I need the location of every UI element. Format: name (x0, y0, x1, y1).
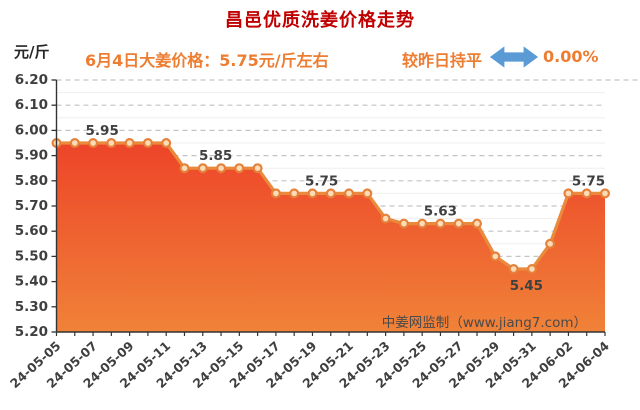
y-tick-label: 5.20 (15, 324, 48, 340)
y-tick-label: 5.50 (15, 248, 48, 264)
data-point-marker (270, 188, 281, 199)
y-tick-label: 5.30 (15, 299, 48, 315)
data-point-marker (197, 163, 208, 174)
data-point-marker (526, 264, 537, 275)
data-point-marker (179, 163, 190, 174)
y-tick-label: 5.70 (15, 198, 48, 214)
data-point-marker (124, 138, 135, 149)
data-point-marker (106, 138, 117, 149)
y-tick-label: 5.40 (15, 274, 48, 290)
data-point-marker (545, 238, 556, 249)
data-point-marker (563, 188, 574, 199)
data-point-marker (599, 188, 610, 199)
price-area-fill (56, 143, 605, 332)
data-point-marker (362, 188, 373, 199)
data-point-marker (307, 188, 318, 199)
y-axis-tick-labels: 6.20 6.10 6.00 5.90 5.80 5.70 5.60 5.50 5.40 5.30… (15, 72, 48, 340)
data-point-marker (88, 138, 99, 149)
flat-change-arrow-icon (489, 44, 539, 70)
data-point-marker (69, 138, 80, 149)
page-title: 昌邑优质洗姜价格走势 (225, 10, 415, 31)
data-point-marker (380, 213, 391, 224)
data-point-marker (142, 138, 153, 149)
data-point-marker (472, 218, 483, 229)
watermark: 中姜网监制（www.jiang7.com） (382, 315, 587, 331)
double-arrow-icon (489, 46, 539, 68)
data-point-marker (508, 264, 519, 275)
data-point-marker (289, 188, 300, 199)
data-point-marker (252, 163, 263, 174)
data-point-marker (325, 188, 336, 199)
data-label: 5.75 (305, 173, 338, 189)
data-point-marker (216, 163, 227, 174)
x-axis-tick-labels: 24-05-0524-05-0724-05-0924-05-1124-05-13… (7, 338, 612, 391)
data-label: 5.95 (86, 123, 119, 139)
change-percent-value: 0.00% (543, 47, 599, 66)
data-label: 5.45 (510, 278, 543, 294)
data-point-marker (398, 218, 409, 229)
data-label: 5.63 (424, 204, 457, 220)
y-tick-label: 6.10 (15, 97, 48, 113)
y-tick-label: 5.80 (15, 173, 48, 189)
change-status-label: 较昨日持平 (402, 51, 483, 70)
data-point-marker (581, 188, 592, 199)
data-point-markers (51, 138, 610, 275)
data-label: 5.85 (199, 148, 232, 164)
y-tick-label: 6.20 (15, 72, 48, 88)
current-price-subtitle: 6月4日大姜价格：5.75元/斤左右 (85, 51, 329, 70)
axes (51, 79, 606, 336)
y-tick-label: 5.90 (15, 148, 48, 164)
data-point-marker (453, 218, 464, 229)
data-labels: 5.95 5.85 5.75 5.63 5.45 5.75 (86, 123, 606, 294)
y-tick-label: 6.00 (15, 122, 48, 138)
data-point-marker (234, 163, 245, 174)
data-point-marker (161, 138, 172, 149)
y-tick-label: 5.60 (15, 223, 48, 239)
y-axis-unit-label: 元/斤 (14, 43, 50, 61)
data-point-marker (490, 251, 501, 262)
data-label: 5.75 (572, 173, 605, 189)
data-point-marker (417, 218, 428, 229)
data-point-marker (344, 188, 355, 199)
data-point-marker (435, 218, 446, 229)
